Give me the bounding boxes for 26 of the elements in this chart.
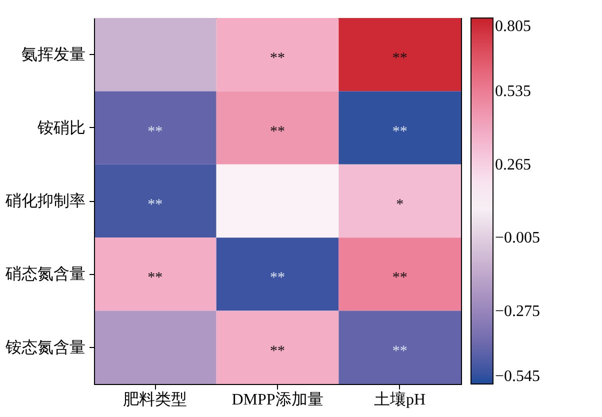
y-tick-label: 硝化抑制率	[4, 192, 86, 210]
data-label: **	[270, 124, 285, 140]
y-tick-label: 氨挥发量	[22, 46, 86, 64]
x-tick-label: DMPP添加量	[232, 390, 324, 408]
data-label: **	[392, 270, 408, 286]
y-tick-label: 铵硝比	[36, 118, 86, 137]
color-bar-label: −0.545	[495, 368, 540, 385]
data-label: **	[392, 50, 408, 67]
color-bar-label: 0.265	[495, 156, 531, 174]
color-bar-label: 0.535	[495, 83, 531, 100]
color-bar-label: −0.005	[495, 230, 540, 247]
x-tick-label: 肥料类型	[123, 390, 188, 408]
color-bar-label: −0.275	[495, 302, 540, 320]
data-label: **	[148, 124, 163, 140]
data-label: **	[148, 270, 163, 286]
data-label: **	[270, 343, 285, 360]
data-label: *	[396, 197, 404, 213]
data-label: **	[392, 124, 408, 140]
y-tick-label: 硝态氮含量	[4, 265, 86, 284]
y-tick-label: 铵态氮含量	[4, 338, 86, 356]
color-bar-label: 0.805	[495, 18, 531, 35]
data-label: **	[270, 50, 285, 67]
data-label: **	[392, 343, 408, 360]
x-tick-label: 土壤pH	[374, 390, 426, 408]
data-label: **	[148, 197, 163, 213]
data-label: **	[270, 270, 285, 286]
